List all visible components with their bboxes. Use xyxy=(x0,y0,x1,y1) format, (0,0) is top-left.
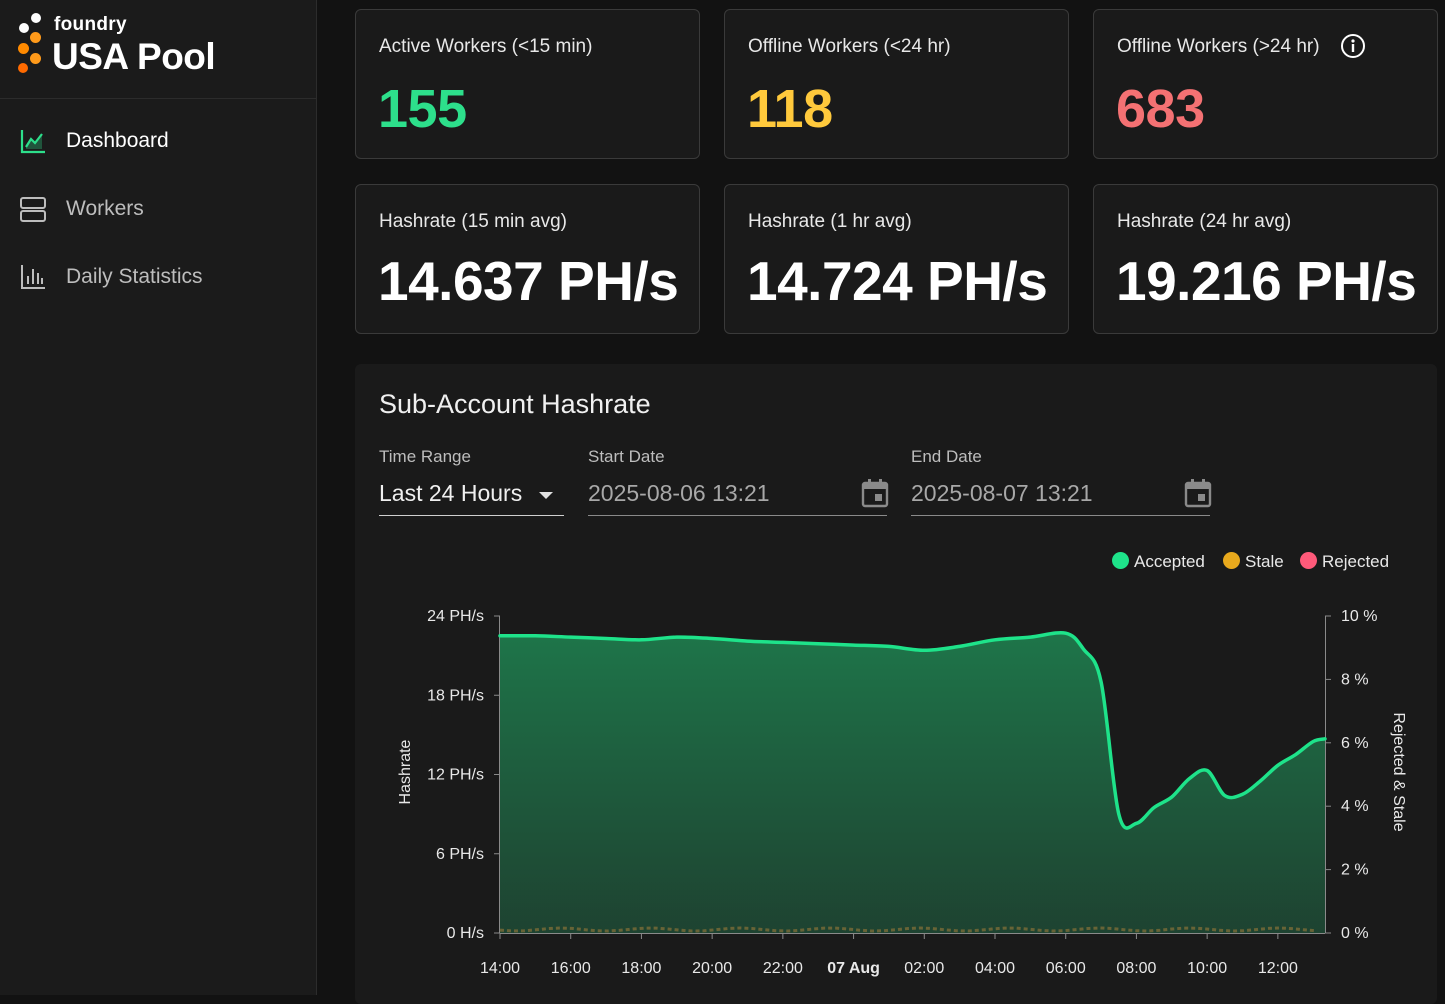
server-icon xyxy=(20,197,46,222)
nav-daily-statistics[interactable]: Daily Statistics xyxy=(0,249,316,305)
hashrate-15min-value: 14.637 PH/s xyxy=(378,250,679,312)
card-title: Hashrate (15 min avg) xyxy=(379,211,567,232)
stale-series-line xyxy=(499,926,1317,933)
x-tick-label: 06:00 xyxy=(1046,960,1086,977)
card-hashrate-15min[interactable]: Hashrate (15 min avg) 14.637 PH/s xyxy=(355,184,700,334)
legend-accepted-label: Accepted xyxy=(1134,552,1205,571)
legend-rejected[interactable]: Rejected xyxy=(1300,552,1389,572)
nav-workers-label: Workers xyxy=(66,197,144,220)
bar-chart-icon xyxy=(21,265,45,289)
card-active-workers[interactable]: Active Workers (<15 min) 155 xyxy=(355,9,700,159)
y-right-tick-label: 6 % xyxy=(1341,735,1369,752)
y-right-tick-label: 4 % xyxy=(1341,798,1369,815)
time-range-label: Time Range xyxy=(379,447,471,466)
card-hashrate-1hr[interactable]: Hashrate (1 hr avg) 14.724 PH/s xyxy=(724,184,1069,334)
legend-stale-label: Stale xyxy=(1245,552,1284,571)
x-tick-label: 10:00 xyxy=(1187,960,1227,977)
time-range-select[interactable]: Last 24 Hours xyxy=(379,474,564,516)
end-date-underline xyxy=(911,515,1210,516)
info-icon[interactable] xyxy=(1340,33,1366,59)
start-date-input[interactable]: 2025-08-06 13:21 xyxy=(588,474,889,516)
accepted-dot-icon xyxy=(1112,552,1129,569)
brand-header: foundry USA Pool xyxy=(0,0,316,99)
panel-title: Sub-Account Hashrate xyxy=(379,389,651,419)
nav-dashboard[interactable]: Dashboard xyxy=(0,113,316,169)
y-right-tick-label: 0 % xyxy=(1341,925,1369,942)
card-offline-workers-over-24h[interactable]: Offline Workers (>24 hr) 683 xyxy=(1093,9,1438,159)
y-left-tick-label: 0 H/s xyxy=(447,925,484,942)
nav-daily-statistics-label: Daily Statistics xyxy=(66,265,203,288)
nav-dashboard-label: Dashboard xyxy=(66,129,169,152)
card-offline-workers-24h[interactable]: Offline Workers (<24 hr) 118 xyxy=(724,9,1069,159)
start-date-label: Start Date xyxy=(588,447,665,466)
chart-tick-labels: 0 H/s 6 PH/s 12 PH/s 18 PH/s 24 PH/s 0 % 2 % 4 … xyxy=(427,608,1377,977)
offline-workers-24h-value: 118 xyxy=(747,79,833,139)
x-tick-label: 20:00 xyxy=(692,960,732,977)
x-tick-label: 12:00 xyxy=(1258,960,1298,977)
y-right-tick-label: 8 % xyxy=(1341,671,1369,688)
start-date-underline xyxy=(588,515,887,516)
x-tick-label: 04:00 xyxy=(975,960,1015,977)
chart-axes xyxy=(494,615,1331,939)
x-tick-label: 08:00 xyxy=(1116,960,1156,977)
accepted-area xyxy=(500,632,1325,933)
end-date-label: End Date xyxy=(911,447,982,466)
card-title: Offline Workers (>24 hr) xyxy=(1117,36,1320,57)
stale-dot-icon xyxy=(1223,552,1240,569)
y-right-axis-label: Rejected & Stale xyxy=(1390,712,1407,831)
active-workers-value: 155 xyxy=(378,79,467,139)
start-date-value: 2025-08-06 13:21 xyxy=(588,480,770,506)
card-title: Active Workers (<15 min) xyxy=(379,36,593,57)
hashrate-1hr-value: 14.724 PH/s xyxy=(747,250,1048,312)
calendar-icon[interactable] xyxy=(1184,478,1212,508)
legend-stale[interactable]: Stale xyxy=(1223,552,1284,572)
card-title: Hashrate (24 hr avg) xyxy=(1117,211,1292,232)
y-right-tick-label: 2 % xyxy=(1341,862,1369,879)
x-tick-label: 22:00 xyxy=(763,960,803,977)
y-right-tick-label: 10 % xyxy=(1341,608,1377,625)
calendar-icon[interactable] xyxy=(861,478,889,508)
end-date-value: 2025-08-07 13:21 xyxy=(911,480,1093,506)
card-title: Hashrate (1 hr avg) xyxy=(748,211,912,232)
nav-workers[interactable]: Workers xyxy=(0,181,316,237)
sidebar: foundry USA Pool Dashboard Workers Daily… xyxy=(0,0,317,995)
y-left-tick-label: 6 PH/s xyxy=(436,846,484,863)
end-date-input[interactable]: 2025-08-07 13:21 xyxy=(911,474,1212,516)
legend-accepted[interactable]: Accepted xyxy=(1112,552,1205,572)
card-hashrate-24hr[interactable]: Hashrate (24 hr avg) 19.216 PH/s xyxy=(1093,184,1438,334)
x-tick-label: 07 Aug xyxy=(827,960,880,977)
x-tick-label: 18:00 xyxy=(621,960,661,977)
time-range-underline xyxy=(379,515,564,516)
y-left-tick-label: 18 PH/s xyxy=(427,687,484,704)
foundry-logo xyxy=(16,13,44,75)
chart-line-icon xyxy=(20,130,45,154)
pool-name: USA Pool xyxy=(52,36,216,77)
time-range-value: Last 24 Hours xyxy=(379,480,523,506)
brand-name: foundry xyxy=(54,14,127,35)
rejected-dot-icon xyxy=(1300,552,1317,569)
offline-workers-over-24h-value: 683 xyxy=(1116,79,1205,139)
accepted-series-line xyxy=(498,630,1327,830)
x-tick-label: 02:00 xyxy=(904,960,944,977)
x-tick-label: 16:00 xyxy=(551,960,591,977)
y-left-tick-label: 24 PH/s xyxy=(427,608,484,625)
dropdown-arrow-icon xyxy=(539,492,553,499)
hashrate-24hr-value: 19.216 PH/s xyxy=(1116,250,1417,312)
y-left-axis-label: Hashrate xyxy=(397,739,414,804)
x-tick-label: 14:00 xyxy=(480,960,520,977)
legend-rejected-label: Rejected xyxy=(1322,552,1390,571)
y-left-tick-label: 12 PH/s xyxy=(427,767,484,784)
card-title: Offline Workers (<24 hr) xyxy=(748,36,951,57)
